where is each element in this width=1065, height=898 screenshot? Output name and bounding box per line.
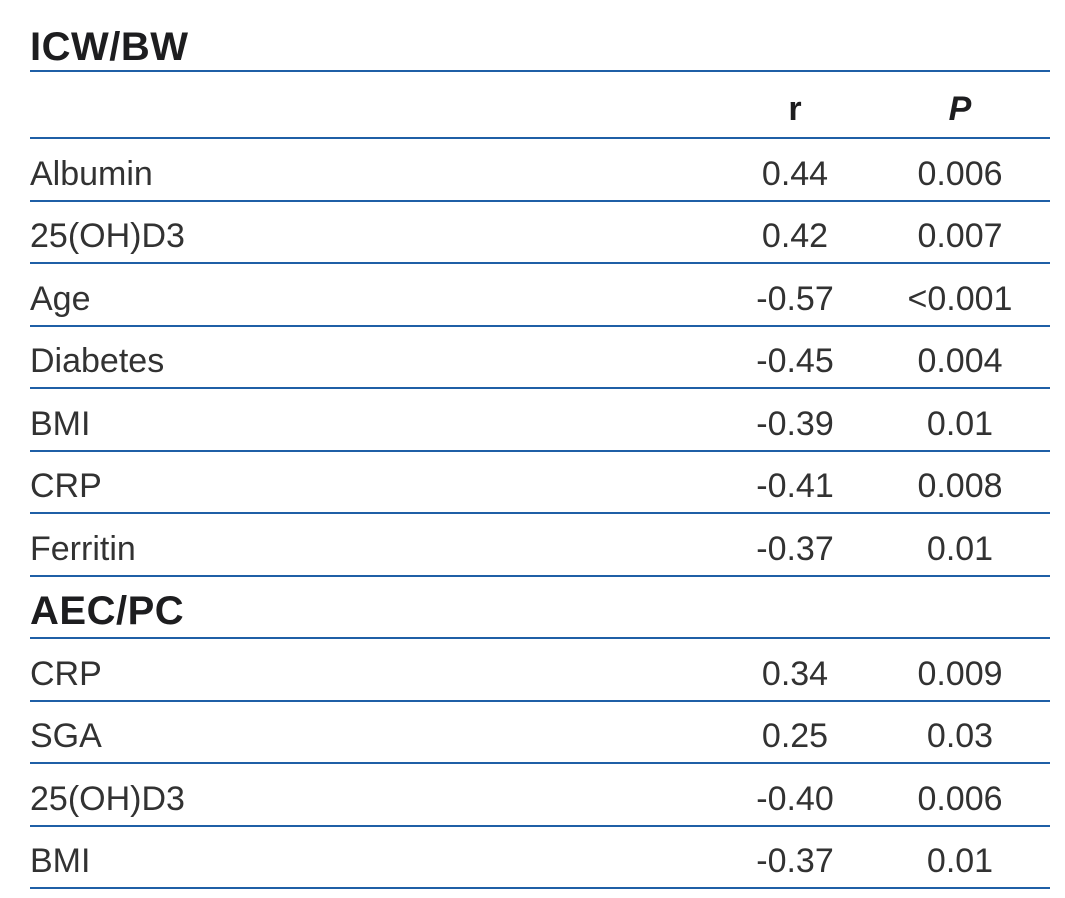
table-row: CRP 0.34 0.009 <box>30 639 1050 702</box>
r-value: 0.44 <box>761 154 829 193</box>
row-label: BMI <box>30 404 91 443</box>
p-value: 0.009 <box>917 654 1003 693</box>
r-value: -0.37 <box>756 529 834 568</box>
r-value: 0.25 <box>761 717 829 756</box>
p-value: 0.006 <box>917 154 1003 193</box>
table-row: CRP -0.41 0.008 <box>30 452 1050 514</box>
r-value: -0.57 <box>756 279 834 318</box>
table-row: BMI -0.39 0.01 <box>30 389 1050 452</box>
p-value: <0.001 <box>907 279 1013 318</box>
table-row: Albumin 0.44 0.006 <box>30 139 1050 202</box>
section-title: ICW/BW <box>30 25 189 69</box>
table-row: Ferritin -0.37 0.01 <box>30 514 1050 577</box>
p-value: 0.01 <box>926 529 994 568</box>
table-row: BMI -0.37 0.01 <box>30 827 1050 889</box>
section-title: AEC/PC <box>30 589 185 634</box>
table-row: 25(OH)D3 0.42 0.007 <box>30 202 1050 264</box>
column-header-row: r P <box>30 72 1050 139</box>
p-value: 0.01 <box>926 404 994 443</box>
p-value: 0.007 <box>917 217 1003 256</box>
row-label: Age <box>30 279 91 318</box>
table-row: Age -0.57 <0.001 <box>30 264 1050 327</box>
r-value: 0.34 <box>761 654 829 693</box>
row-label: BMI <box>30 842 91 881</box>
row-label: CRP <box>30 654 102 693</box>
r-value: -0.40 <box>756 779 834 818</box>
r-value: -0.45 <box>756 342 834 381</box>
row-label: CRP <box>30 467 102 506</box>
p-value: 0.006 <box>917 779 1003 818</box>
row-label: Albumin <box>30 154 153 193</box>
p-value: 0.008 <box>917 467 1003 506</box>
section-header-icw-bw: ICW/BW <box>30 0 1050 72</box>
section-header-aec-pc: AEC/PC <box>30 577 1050 639</box>
row-label: SGA <box>30 717 102 756</box>
r-value: 0.42 <box>761 217 829 256</box>
column-header-p: P <box>948 90 972 128</box>
row-label: Ferritin <box>30 529 136 568</box>
r-value: -0.41 <box>756 467 834 506</box>
p-value: 0.01 <box>926 842 994 881</box>
p-value: 0.004 <box>917 342 1003 381</box>
row-label: Diabetes <box>30 342 165 381</box>
column-header-r: r <box>788 90 802 128</box>
r-value: -0.37 <box>756 842 834 881</box>
table-row: SGA 0.25 0.03 <box>30 702 1050 764</box>
table-row: Diabetes -0.45 0.004 <box>30 327 1050 389</box>
table-row: 25(OH)D3 -0.40 0.006 <box>30 764 1050 827</box>
r-value: -0.39 <box>756 404 834 443</box>
row-label: 25(OH)D3 <box>30 217 185 256</box>
p-value: 0.03 <box>926 717 994 756</box>
row-label: 25(OH)D3 <box>30 779 185 818</box>
correlation-table: ICW/BW r P Albumin 0.44 0.006 25(OH)D3 0… <box>30 0 1050 889</box>
